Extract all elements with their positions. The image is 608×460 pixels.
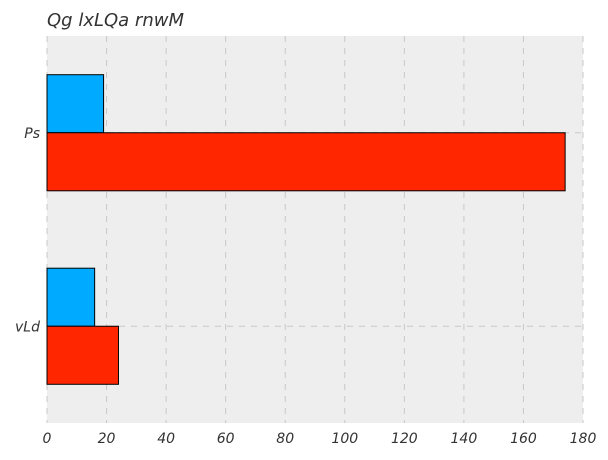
x-tick-label: 60 xyxy=(217,431,235,447)
x-tick-label: 140 xyxy=(451,431,478,447)
plot-background xyxy=(47,36,583,423)
x-tick-label: 120 xyxy=(391,431,418,447)
x-axis-ticks: 0 20 40 60 80 100 120 140 160 180 xyxy=(43,431,597,447)
bar xyxy=(46,74,105,134)
bar xyxy=(46,132,566,192)
y-tick-label: Ps xyxy=(24,126,40,142)
x-tick-label: 40 xyxy=(157,431,175,447)
bar xyxy=(46,325,119,385)
x-tick-label: 160 xyxy=(510,431,537,447)
x-tick-label: 20 xyxy=(98,431,116,447)
x-tick-label: 0 xyxy=(43,431,52,447)
bar xyxy=(46,267,96,327)
x-tick-label: 100 xyxy=(331,431,358,447)
y-tick-label: vLd xyxy=(15,319,40,335)
bars xyxy=(46,74,566,385)
x-tick-label: 180 xyxy=(570,431,597,447)
grid-lines xyxy=(46,36,584,423)
y-axis-ticks: Ps vLd xyxy=(15,126,40,336)
chart-title: Qg lxLQa rnwM xyxy=(47,10,184,31)
x-tick-label: 80 xyxy=(276,431,294,447)
